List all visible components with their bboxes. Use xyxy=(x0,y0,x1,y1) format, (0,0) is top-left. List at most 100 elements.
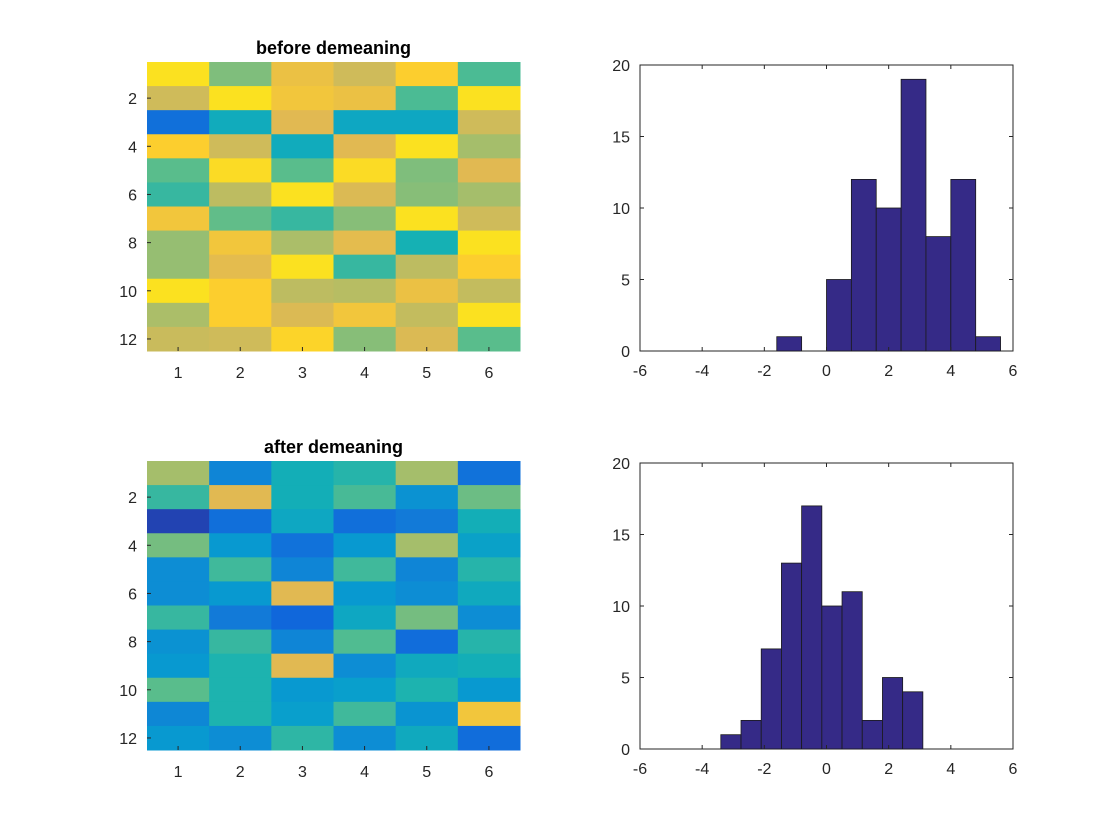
histogram-bar xyxy=(720,734,742,750)
heatmap-cell xyxy=(209,158,272,183)
x-tick-label: 4 xyxy=(946,363,955,380)
x-tick-label: 5 xyxy=(422,764,431,781)
y-tick-label: 2 xyxy=(128,490,137,507)
x-tick-label: 6 xyxy=(484,764,493,781)
heatmap-cell xyxy=(271,302,334,328)
heatmap-cell xyxy=(333,461,397,486)
heatmap-cell xyxy=(271,677,334,703)
y-tick-label: 4 xyxy=(128,139,137,156)
heatmap-cell xyxy=(395,701,459,727)
heatmap-cell xyxy=(209,302,272,328)
y-tick-label: 12 xyxy=(119,731,137,748)
heatmap-cell xyxy=(457,557,521,582)
heatmap-cell xyxy=(147,677,210,703)
heatmap-cell xyxy=(147,302,210,328)
heatmap-cell xyxy=(147,182,210,207)
heatmap-cell xyxy=(395,677,459,703)
histogram-bar xyxy=(902,691,924,750)
heatmap-cell xyxy=(333,677,397,703)
heatmap-cell xyxy=(395,158,459,183)
heatmap-cell xyxy=(147,533,210,558)
histogram-bar xyxy=(950,179,977,352)
heatmap-cell xyxy=(333,62,397,87)
heatmap-cell xyxy=(333,605,397,631)
y-tick-label: 10 xyxy=(612,599,630,616)
heatmap-cell xyxy=(147,158,210,183)
heatmap-cell xyxy=(457,134,521,159)
y-tick-label: 15 xyxy=(612,528,630,545)
histogram-bar xyxy=(821,605,843,750)
heatmap-cell xyxy=(333,557,397,582)
x-tick-label: 0 xyxy=(822,761,831,778)
heatmap-cell xyxy=(271,533,334,558)
heatmap-cell xyxy=(457,110,521,135)
x-tick-label: 4 xyxy=(360,365,369,382)
heatmap-cell xyxy=(147,653,210,679)
heatmap-cell xyxy=(333,581,397,606)
heatmap-cell xyxy=(395,557,459,582)
heatmap-cell xyxy=(395,134,459,159)
heatmap-cell xyxy=(395,254,459,280)
x-tick-label: 1 xyxy=(174,365,183,382)
heatmap-cell xyxy=(209,254,272,280)
y-tick-label: 0 xyxy=(621,344,630,361)
heatmap-cell xyxy=(147,485,210,510)
heatmap-cell xyxy=(333,134,397,159)
heatmap-cell xyxy=(147,206,210,232)
heatmap-cell xyxy=(333,206,397,232)
heatmap-cell xyxy=(147,557,210,582)
heatmap-cell xyxy=(457,509,521,534)
histogram-bar xyxy=(875,207,902,352)
heatmap-cell xyxy=(271,110,334,135)
y-tick-label: 6 xyxy=(128,187,137,204)
heatmap-cell xyxy=(209,509,272,534)
heatmap-cell xyxy=(395,581,459,606)
heatmap-cell xyxy=(333,533,397,558)
heatmap-cell xyxy=(333,230,397,256)
heatmap-cell xyxy=(147,230,210,256)
heatmap-cell xyxy=(333,110,397,135)
heatmap-cell xyxy=(209,182,272,207)
heatmap-cell xyxy=(457,206,521,232)
heatmap-cell xyxy=(271,701,334,727)
heatmap-cell xyxy=(271,278,334,304)
heatmap-cell xyxy=(457,653,521,679)
heatmap-cell xyxy=(395,629,459,655)
heatmap-cell xyxy=(209,653,272,679)
x-tick-label: 5 xyxy=(422,365,431,382)
heatmap-cell xyxy=(271,254,334,280)
heatmap-cell xyxy=(209,461,272,486)
heatmap-cell xyxy=(209,677,272,703)
heatmap-cell xyxy=(457,230,521,256)
y-tick-label: 10 xyxy=(119,683,137,700)
heatmap-cell xyxy=(147,509,210,534)
heatmap-cell xyxy=(333,701,397,727)
histogram-bar xyxy=(801,505,823,750)
x-tick-label: 0 xyxy=(822,363,831,380)
y-tick-label: 12 xyxy=(119,332,137,349)
heatmap-cell xyxy=(271,605,334,631)
heatmap-cell xyxy=(209,62,272,87)
heatmap-cell xyxy=(395,182,459,207)
heatmap-title-before: before demeaning xyxy=(256,38,411,58)
heatmap-cell xyxy=(395,206,459,232)
heatmap-cell xyxy=(457,278,521,304)
histogram-bar xyxy=(826,279,852,352)
heatmap-cell xyxy=(333,485,397,510)
heatmap-cell xyxy=(271,230,334,256)
y-tick-label: 4 xyxy=(128,538,137,555)
heatmap-cell xyxy=(457,485,521,510)
heatmap-cell xyxy=(457,182,521,207)
heatmap-cell xyxy=(457,302,521,328)
heatmap-cell xyxy=(209,206,272,232)
heatmap-cell xyxy=(271,653,334,679)
histogram-bar xyxy=(850,179,877,352)
heatmap-cell xyxy=(209,629,272,655)
histogram-bar xyxy=(776,336,803,352)
heatmap-cell xyxy=(333,254,397,280)
x-tick-label: 3 xyxy=(298,764,307,781)
heatmap-cell xyxy=(147,605,210,631)
heatmap-cell xyxy=(209,134,272,159)
